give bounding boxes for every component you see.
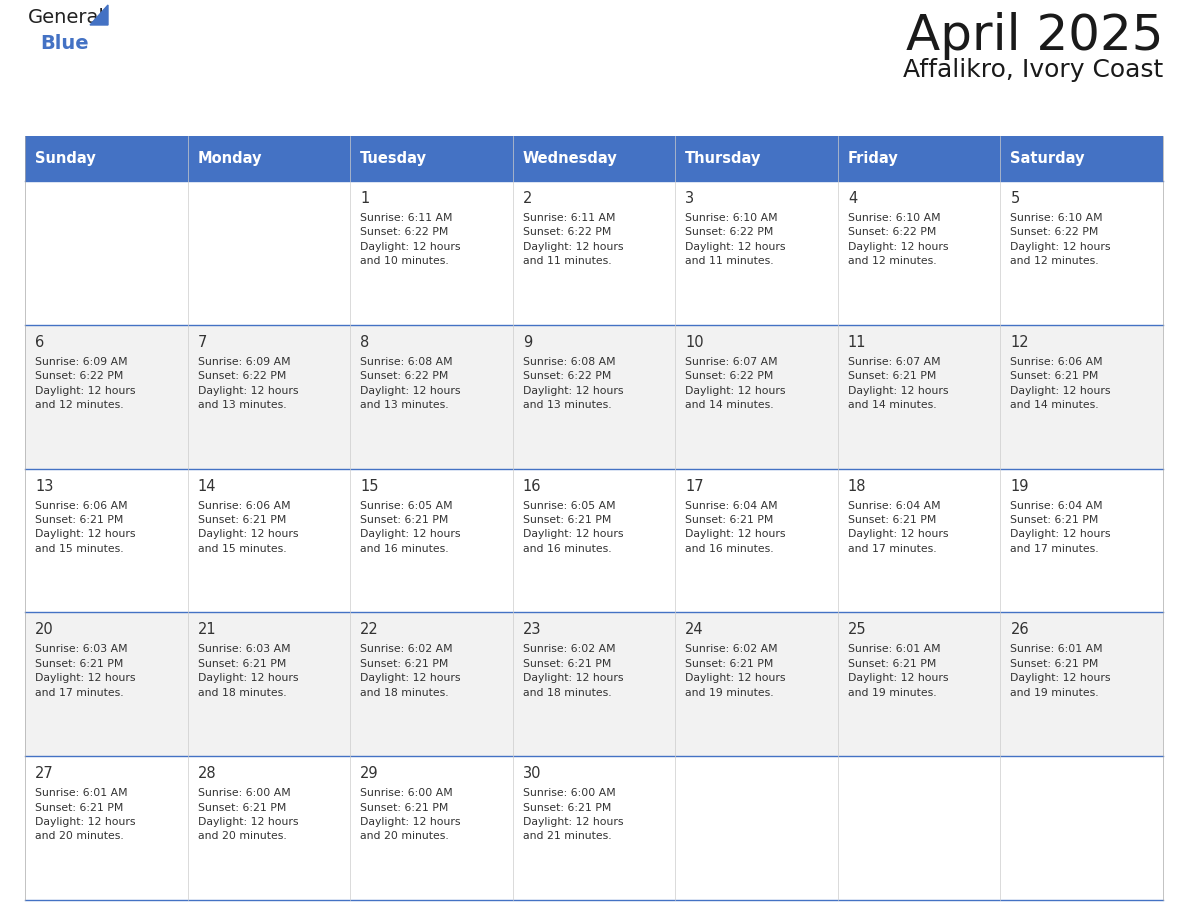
Text: 24: 24 — [685, 622, 704, 637]
Text: Sunrise: 6:02 AM
Sunset: 6:21 PM
Daylight: 12 hours
and 18 minutes.: Sunrise: 6:02 AM Sunset: 6:21 PM Dayligh… — [360, 644, 461, 698]
Text: Sunrise: 6:01 AM
Sunset: 6:21 PM
Daylight: 12 hours
and 19 minutes.: Sunrise: 6:01 AM Sunset: 6:21 PM Dayligh… — [1011, 644, 1111, 698]
Text: 19: 19 — [1011, 478, 1029, 494]
Text: Sunrise: 6:02 AM
Sunset: 6:21 PM
Daylight: 12 hours
and 19 minutes.: Sunrise: 6:02 AM Sunset: 6:21 PM Dayligh… — [685, 644, 785, 698]
Text: Sunrise: 6:10 AM
Sunset: 6:22 PM
Daylight: 12 hours
and 12 minutes.: Sunrise: 6:10 AM Sunset: 6:22 PM Dayligh… — [1011, 213, 1111, 266]
Bar — [25, 756, 1163, 900]
Bar — [25, 181, 1163, 325]
Text: 18: 18 — [848, 478, 866, 494]
Text: 16: 16 — [523, 478, 542, 494]
Bar — [25, 325, 1163, 468]
Text: Sunrise: 6:10 AM
Sunset: 6:22 PM
Daylight: 12 hours
and 11 minutes.: Sunrise: 6:10 AM Sunset: 6:22 PM Dayligh… — [685, 213, 785, 266]
Text: Thursday: Thursday — [685, 151, 762, 166]
Text: 10: 10 — [685, 335, 704, 350]
Text: Blue: Blue — [40, 34, 89, 53]
Text: Sunrise: 6:04 AM
Sunset: 6:21 PM
Daylight: 12 hours
and 17 minutes.: Sunrise: 6:04 AM Sunset: 6:21 PM Dayligh… — [848, 500, 948, 554]
Text: Sunrise: 6:01 AM
Sunset: 6:21 PM
Daylight: 12 hours
and 19 minutes.: Sunrise: 6:01 AM Sunset: 6:21 PM Dayligh… — [848, 644, 948, 698]
Text: Sunrise: 6:11 AM
Sunset: 6:22 PM
Daylight: 12 hours
and 10 minutes.: Sunrise: 6:11 AM Sunset: 6:22 PM Dayligh… — [360, 213, 461, 266]
Text: 17: 17 — [685, 478, 704, 494]
Text: 28: 28 — [197, 767, 216, 781]
Text: Affalikro, Ivory Coast: Affalikro, Ivory Coast — [903, 58, 1163, 82]
Text: Sunrise: 6:00 AM
Sunset: 6:21 PM
Daylight: 12 hours
and 20 minutes.: Sunrise: 6:00 AM Sunset: 6:21 PM Dayligh… — [360, 789, 461, 842]
Text: April 2025: April 2025 — [905, 12, 1163, 60]
Text: 26: 26 — [1011, 622, 1029, 637]
Text: Wednesday: Wednesday — [523, 151, 618, 166]
Text: General: General — [29, 8, 105, 27]
Bar — [25, 136, 1163, 181]
Text: 7: 7 — [197, 335, 207, 350]
Text: Sunrise: 6:07 AM
Sunset: 6:22 PM
Daylight: 12 hours
and 14 minutes.: Sunrise: 6:07 AM Sunset: 6:22 PM Dayligh… — [685, 357, 785, 410]
Text: Sunrise: 6:06 AM
Sunset: 6:21 PM
Daylight: 12 hours
and 15 minutes.: Sunrise: 6:06 AM Sunset: 6:21 PM Dayligh… — [34, 500, 135, 554]
Text: 5: 5 — [1011, 191, 1019, 206]
Text: 27: 27 — [34, 767, 53, 781]
Text: Tuesday: Tuesday — [360, 151, 428, 166]
Text: Sunday: Sunday — [34, 151, 96, 166]
Text: 15: 15 — [360, 478, 379, 494]
Text: Monday: Monday — [197, 151, 263, 166]
Text: 2: 2 — [523, 191, 532, 206]
Bar — [25, 468, 1163, 612]
Text: Sunrise: 6:04 AM
Sunset: 6:21 PM
Daylight: 12 hours
and 17 minutes.: Sunrise: 6:04 AM Sunset: 6:21 PM Dayligh… — [1011, 500, 1111, 554]
Text: 1: 1 — [360, 191, 369, 206]
Text: Sunrise: 6:08 AM
Sunset: 6:22 PM
Daylight: 12 hours
and 13 minutes.: Sunrise: 6:08 AM Sunset: 6:22 PM Dayligh… — [523, 357, 624, 410]
Text: Sunrise: 6:05 AM
Sunset: 6:21 PM
Daylight: 12 hours
and 16 minutes.: Sunrise: 6:05 AM Sunset: 6:21 PM Dayligh… — [523, 500, 624, 554]
Text: 6: 6 — [34, 335, 44, 350]
Text: Sunrise: 6:07 AM
Sunset: 6:21 PM
Daylight: 12 hours
and 14 minutes.: Sunrise: 6:07 AM Sunset: 6:21 PM Dayligh… — [848, 357, 948, 410]
Text: Sunrise: 6:06 AM
Sunset: 6:21 PM
Daylight: 12 hours
and 14 minutes.: Sunrise: 6:06 AM Sunset: 6:21 PM Dayligh… — [1011, 357, 1111, 410]
Text: Sunrise: 6:09 AM
Sunset: 6:22 PM
Daylight: 12 hours
and 12 minutes.: Sunrise: 6:09 AM Sunset: 6:22 PM Dayligh… — [34, 357, 135, 410]
Text: 4: 4 — [848, 191, 857, 206]
Text: 11: 11 — [848, 335, 866, 350]
Text: Sunrise: 6:11 AM
Sunset: 6:22 PM
Daylight: 12 hours
and 11 minutes.: Sunrise: 6:11 AM Sunset: 6:22 PM Dayligh… — [523, 213, 624, 266]
Text: 13: 13 — [34, 478, 53, 494]
Bar — [25, 612, 1163, 756]
Text: Saturday: Saturday — [1011, 151, 1085, 166]
Text: Sunrise: 6:00 AM
Sunset: 6:21 PM
Daylight: 12 hours
and 20 minutes.: Sunrise: 6:00 AM Sunset: 6:21 PM Dayligh… — [197, 789, 298, 842]
Text: Sunrise: 6:03 AM
Sunset: 6:21 PM
Daylight: 12 hours
and 17 minutes.: Sunrise: 6:03 AM Sunset: 6:21 PM Dayligh… — [34, 644, 135, 698]
Text: 3: 3 — [685, 191, 695, 206]
Text: 21: 21 — [197, 622, 216, 637]
Text: Sunrise: 6:10 AM
Sunset: 6:22 PM
Daylight: 12 hours
and 12 minutes.: Sunrise: 6:10 AM Sunset: 6:22 PM Dayligh… — [848, 213, 948, 266]
Text: 8: 8 — [360, 335, 369, 350]
Text: 23: 23 — [523, 622, 542, 637]
Polygon shape — [90, 5, 108, 25]
Text: 20: 20 — [34, 622, 53, 637]
Text: Sunrise: 6:00 AM
Sunset: 6:21 PM
Daylight: 12 hours
and 21 minutes.: Sunrise: 6:00 AM Sunset: 6:21 PM Dayligh… — [523, 789, 624, 842]
Text: Sunrise: 6:09 AM
Sunset: 6:22 PM
Daylight: 12 hours
and 13 minutes.: Sunrise: 6:09 AM Sunset: 6:22 PM Dayligh… — [197, 357, 298, 410]
Text: Sunrise: 6:05 AM
Sunset: 6:21 PM
Daylight: 12 hours
and 16 minutes.: Sunrise: 6:05 AM Sunset: 6:21 PM Dayligh… — [360, 500, 461, 554]
Text: 14: 14 — [197, 478, 216, 494]
Text: Sunrise: 6:03 AM
Sunset: 6:21 PM
Daylight: 12 hours
and 18 minutes.: Sunrise: 6:03 AM Sunset: 6:21 PM Dayligh… — [197, 644, 298, 698]
Text: 22: 22 — [360, 622, 379, 637]
Text: 30: 30 — [523, 767, 542, 781]
Text: Sunrise: 6:02 AM
Sunset: 6:21 PM
Daylight: 12 hours
and 18 minutes.: Sunrise: 6:02 AM Sunset: 6:21 PM Dayligh… — [523, 644, 624, 698]
Text: 25: 25 — [848, 622, 866, 637]
Text: Sunrise: 6:04 AM
Sunset: 6:21 PM
Daylight: 12 hours
and 16 minutes.: Sunrise: 6:04 AM Sunset: 6:21 PM Dayligh… — [685, 500, 785, 554]
Text: Sunrise: 6:01 AM
Sunset: 6:21 PM
Daylight: 12 hours
and 20 minutes.: Sunrise: 6:01 AM Sunset: 6:21 PM Dayligh… — [34, 789, 135, 842]
Text: 9: 9 — [523, 335, 532, 350]
Text: Friday: Friday — [848, 151, 898, 166]
Text: Sunrise: 6:06 AM
Sunset: 6:21 PM
Daylight: 12 hours
and 15 minutes.: Sunrise: 6:06 AM Sunset: 6:21 PM Dayligh… — [197, 500, 298, 554]
Text: 29: 29 — [360, 767, 379, 781]
Text: 12: 12 — [1011, 335, 1029, 350]
Text: Sunrise: 6:08 AM
Sunset: 6:22 PM
Daylight: 12 hours
and 13 minutes.: Sunrise: 6:08 AM Sunset: 6:22 PM Dayligh… — [360, 357, 461, 410]
